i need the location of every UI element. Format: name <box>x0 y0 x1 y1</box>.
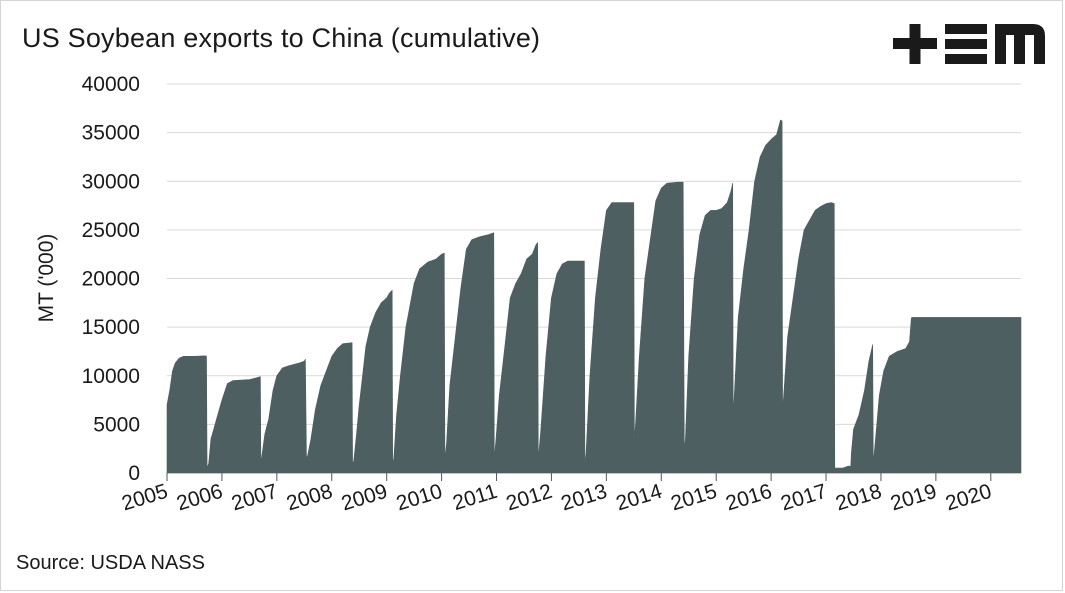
area-series <box>166 119 1022 474</box>
x-tick-label: 2010 <box>394 480 445 516</box>
chart-title: US Soybean exports to China (cumulative) <box>22 23 541 53</box>
x-tick-label: 2007 <box>229 480 280 516</box>
x-tick-label: 2019 <box>888 480 939 516</box>
x-tick-label: 2011 <box>450 480 500 515</box>
x-axis-ticks: 2005 2006 2007 2008 2009 2010 2011 2012 2013 2014… <box>119 473 994 515</box>
y-tick-label: 20000 <box>82 268 140 291</box>
x-tick-label: 2009 <box>339 480 390 516</box>
x-tick-label: 2016 <box>723 480 774 516</box>
x-tick-label: 2015 <box>668 480 719 516</box>
y-tick-label: 30000 <box>82 170 140 193</box>
x-tick-label: 2006 <box>174 480 225 516</box>
y-tick-label: 5000 <box>93 413 140 436</box>
x-tick-label: 2014 <box>613 480 665 516</box>
source-note: Source: USDA NASS <box>16 552 205 574</box>
y-axis-ticks: 0 5000 10000 15000 20000 25000 30000 35000 40000 <box>82 73 140 485</box>
y-tick-label: 40000 <box>82 73 140 96</box>
y-tick-label: 35000 <box>82 122 140 145</box>
area-path <box>166 119 1022 474</box>
y-axis-label: MT ('000) <box>35 234 58 323</box>
logo-m-icon <box>995 24 1045 64</box>
y-tick-label: 25000 <box>82 219 140 242</box>
x-tick-label: 2008 <box>284 480 335 516</box>
x-tick-label: 2018 <box>833 480 884 516</box>
x-tick-label: 2017 <box>778 480 829 516</box>
y-tick-label: 10000 <box>82 365 140 388</box>
x-tick-label: 2013 <box>558 480 609 516</box>
tem-logo <box>893 24 1045 64</box>
x-tick-label: 2020 <box>943 480 994 516</box>
y-tick-label: 0 <box>128 462 140 485</box>
logo-e-icon <box>945 24 987 64</box>
y-tick-label: 15000 <box>82 316 140 339</box>
x-tick-label: 2012 <box>503 480 554 516</box>
x-tick-label: 2005 <box>119 480 170 516</box>
logo-plus-icon <box>893 24 937 64</box>
